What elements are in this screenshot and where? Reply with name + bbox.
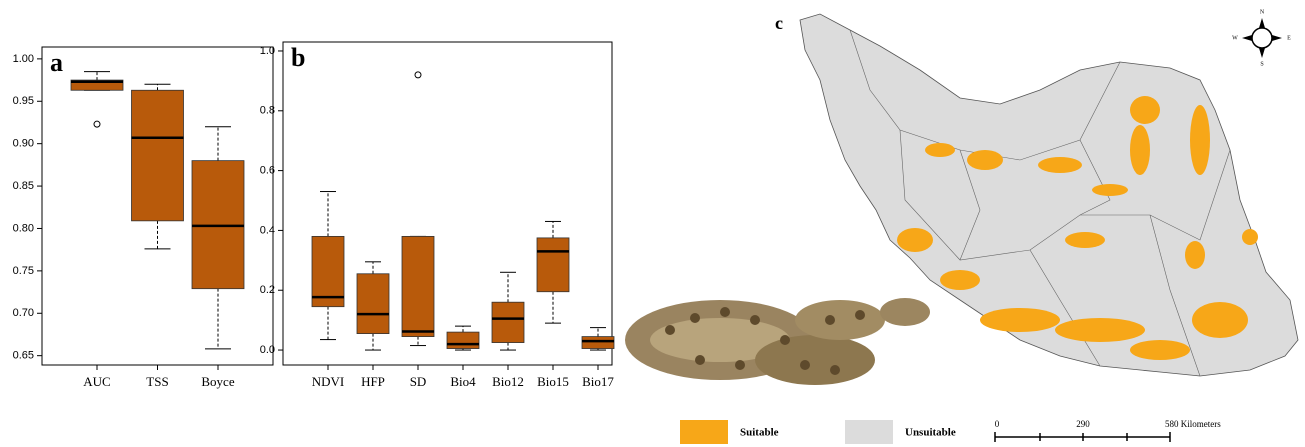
y-tick-label: 0.95 xyxy=(13,95,34,107)
box xyxy=(492,302,524,342)
compass-e: E xyxy=(1287,35,1291,41)
y-tick-label: 1.00 xyxy=(13,53,34,65)
box xyxy=(447,332,479,348)
legend-swatch xyxy=(845,420,893,444)
y-tick-label: 0.8 xyxy=(260,105,275,117)
x-tick-label: HFP xyxy=(361,374,385,389)
x-tick-label: Boyce xyxy=(201,374,234,389)
box xyxy=(582,337,614,349)
x-tick-label: Bio15 xyxy=(537,374,569,389)
y-tick-label: 0.4 xyxy=(260,224,275,236)
y-tick-label: 0.65 xyxy=(13,350,34,362)
x-tick-label: NDVI xyxy=(312,374,345,389)
y-tick-label: 0.85 xyxy=(13,180,34,192)
y-tick-label: 0.6 xyxy=(260,165,275,177)
x-tick-label: Bio12 xyxy=(492,374,524,389)
box xyxy=(537,238,569,292)
scale-label: 580 Kilometers xyxy=(1165,419,1221,429)
outlier xyxy=(94,121,100,127)
compass-s: S xyxy=(1260,61,1263,67)
outlier xyxy=(415,72,421,78)
legend-label: Unsuitable xyxy=(905,427,956,439)
plot-frame xyxy=(283,42,612,365)
y-tick-label: 1.0 xyxy=(260,45,275,57)
y-tick-label: 0.80 xyxy=(13,222,34,234)
x-tick-label: TSS xyxy=(146,374,168,389)
box xyxy=(192,161,244,289)
snake-photo xyxy=(625,298,930,385)
legend-label: Suitable xyxy=(740,427,779,439)
scale-bar xyxy=(995,432,1170,442)
map-legend: Suitable Unsuitable 0 290 580 Kilometers xyxy=(680,419,1221,444)
panel-label: a xyxy=(50,48,63,77)
x-tick-label: Bio4 xyxy=(450,374,476,389)
scale-label: 290 xyxy=(1076,419,1090,429)
y-tick-label: 0.0 xyxy=(260,344,275,356)
x-tick-label: AUC xyxy=(83,374,110,389)
legend-swatch xyxy=(680,420,728,444)
y-tick-label: 0.75 xyxy=(13,265,34,277)
compass-w: W xyxy=(1232,35,1238,41)
y-tick-label: 0.70 xyxy=(13,307,34,319)
box xyxy=(132,90,184,221)
x-tick-label: Bio17 xyxy=(582,374,614,389)
panel-label: c xyxy=(775,13,783,33)
y-tick-label: 0.90 xyxy=(13,138,34,150)
figure: c N E S W Suitable Unsuitable 0 290 580 … xyxy=(0,0,1305,447)
compass-n: N xyxy=(1260,9,1265,15)
scale-label: 0 xyxy=(995,419,1000,429)
x-tick-label: SD xyxy=(410,374,427,389)
box xyxy=(402,236,434,336)
compass: N E S W xyxy=(1232,9,1291,67)
y-tick-label: 0.2 xyxy=(260,284,275,296)
box xyxy=(357,274,389,334)
panel-label: b xyxy=(291,43,305,72)
